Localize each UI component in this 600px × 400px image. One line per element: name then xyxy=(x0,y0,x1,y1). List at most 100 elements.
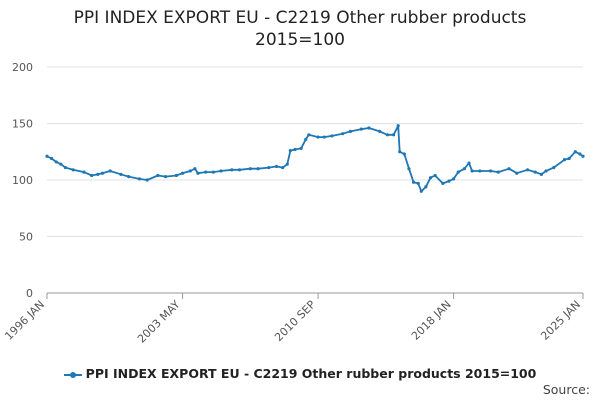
data-point xyxy=(137,177,142,181)
chart-title: PPI INDEX EXPORT EU - C2219 Other rubber… xyxy=(0,7,600,51)
data-point xyxy=(411,180,416,184)
data-point xyxy=(267,165,271,170)
data-point xyxy=(544,169,548,173)
data-point xyxy=(507,167,511,171)
x-tick-label: 1996 JAN xyxy=(2,298,47,343)
legend-label: PPI INDEX EXPORT EU - C2219 Other rubber… xyxy=(85,366,537,381)
x-tick-label: 2003 MAY xyxy=(135,298,183,346)
data-point xyxy=(407,167,411,171)
data-point xyxy=(391,133,396,137)
data-point xyxy=(447,179,451,183)
data-point xyxy=(281,165,285,170)
data-point xyxy=(359,127,363,131)
data-point xyxy=(82,170,86,174)
data-point xyxy=(322,135,326,139)
y-tick-label: 200 xyxy=(12,61,33,74)
data-point xyxy=(396,124,400,128)
x-tick-label: 2025 JAN xyxy=(538,298,583,343)
gridlines xyxy=(47,66,583,237)
data-point xyxy=(100,171,105,175)
data-point xyxy=(230,168,234,172)
data-point xyxy=(163,175,168,179)
legend[interactable]: PPI INDEX EXPORT EU - C2219 Other rubber… xyxy=(0,366,600,381)
data-point xyxy=(581,154,585,158)
data-point xyxy=(288,149,292,153)
data-point xyxy=(385,133,389,137)
data-point xyxy=(416,181,420,185)
data-point xyxy=(341,132,345,136)
y-tick-label: 50 xyxy=(19,231,33,244)
chart-title-line2: 2015=100 xyxy=(255,30,345,50)
data-point xyxy=(108,169,112,173)
x-tick-label: 2018 JAN xyxy=(409,298,454,343)
data-point xyxy=(496,170,500,174)
series-layer xyxy=(45,124,585,193)
data-point xyxy=(50,156,54,161)
data-point xyxy=(71,168,75,172)
data-point xyxy=(256,167,260,171)
data-point xyxy=(573,150,577,154)
data-point xyxy=(428,176,433,180)
data-point xyxy=(307,133,311,137)
data-point xyxy=(552,165,556,170)
data-point xyxy=(180,171,185,175)
data-point xyxy=(467,161,471,165)
data-point xyxy=(562,158,567,162)
data-point xyxy=(119,172,123,176)
data-point xyxy=(299,146,303,150)
data-point xyxy=(188,169,192,173)
data-point xyxy=(488,169,493,173)
data-point xyxy=(196,171,200,175)
data-point xyxy=(515,171,519,175)
data-point xyxy=(441,181,445,185)
data-point xyxy=(456,170,460,174)
data-point xyxy=(174,173,178,178)
y-axis-ticks: 0 50 100 150 200 xyxy=(12,61,33,300)
data-point xyxy=(478,169,482,173)
data-point xyxy=(204,170,208,174)
x-axis: 1996 JAN 2003 MAY 2010 SEP 2018 JAN 2025 JAN xyxy=(2,292,584,346)
data-point xyxy=(293,147,297,152)
data-point xyxy=(211,170,215,174)
data-point xyxy=(402,152,406,156)
data-point xyxy=(367,126,371,130)
data-point xyxy=(127,175,131,179)
data-point xyxy=(452,177,456,181)
x-tick-label: 2010 SEP xyxy=(272,298,318,344)
data-point xyxy=(248,167,252,171)
data-point xyxy=(539,172,544,176)
data-point xyxy=(419,189,423,193)
data-point xyxy=(462,167,467,171)
data-point xyxy=(378,129,382,134)
data-point xyxy=(96,172,100,176)
data-point xyxy=(59,162,63,166)
data-point xyxy=(470,169,474,173)
series-line xyxy=(46,124,584,193)
legend-swatch xyxy=(63,370,82,380)
data-point xyxy=(433,173,437,178)
data-point xyxy=(237,168,242,172)
data-point xyxy=(533,170,537,174)
y-tick-label: 100 xyxy=(12,174,33,187)
data-point xyxy=(54,160,58,164)
data-point xyxy=(274,164,279,169)
line-chart: 0 50 100 150 200 1996 JAN 2003 MAY 2010 SEP 201… xyxy=(2,61,585,346)
data-point xyxy=(304,137,308,141)
data-point xyxy=(398,150,402,154)
data-point xyxy=(316,135,320,139)
data-point xyxy=(90,173,94,178)
data-point xyxy=(285,162,289,166)
data-point xyxy=(567,156,571,161)
data-point xyxy=(219,169,223,173)
data-point xyxy=(525,168,530,172)
data-point xyxy=(330,134,334,138)
y-tick-label: 0 xyxy=(26,287,33,300)
data-point xyxy=(424,185,428,189)
y-tick-label: 150 xyxy=(12,118,33,131)
data-point xyxy=(145,178,149,182)
data-point xyxy=(45,154,49,158)
data-point xyxy=(156,173,160,178)
data-point xyxy=(348,129,353,134)
data-point xyxy=(578,152,582,156)
source-label: Source: xyxy=(542,382,590,397)
